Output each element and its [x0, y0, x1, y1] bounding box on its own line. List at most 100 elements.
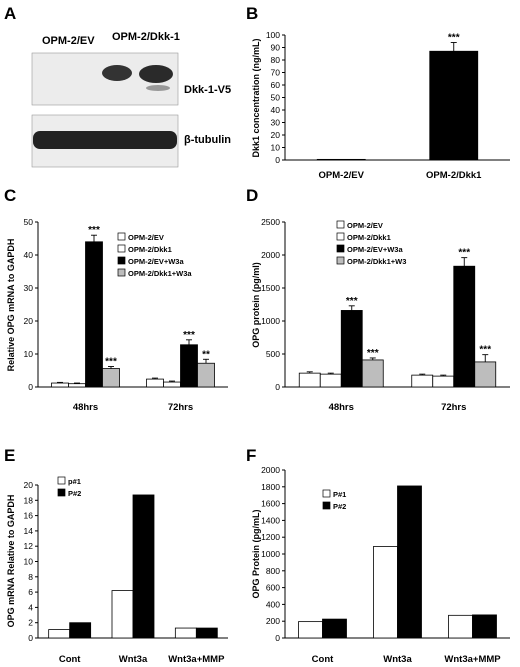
y-tick-label-b: 40 — [271, 105, 281, 115]
bar-f — [472, 614, 497, 639]
bar-f — [397, 485, 422, 639]
legend-swatch-c — [117, 256, 126, 265]
y-tick-label-f: 800 — [266, 566, 280, 576]
lane-label-dkk1: OPM-2/Dkk-1 — [112, 31, 180, 43]
bar-c — [51, 382, 69, 388]
legend-label-d: OPM-2/EV — [347, 221, 383, 230]
bar-e — [48, 629, 71, 639]
panel-label-b: B — [246, 4, 258, 23]
significance-label-c: ** — [202, 349, 210, 360]
panel-label-d: D — [246, 186, 258, 205]
y-axis-label-f: OPG Protein (pg/mL) — [251, 509, 261, 598]
significance-label-c: *** — [105, 357, 117, 368]
legend-label-c: OPM-2/EV+W3a — [128, 257, 184, 266]
y-tick-label-d: 500 — [266, 349, 280, 359]
panel-label-e: E — [4, 446, 15, 465]
legend-label-f: P#1 — [333, 490, 346, 499]
y-tick-label-b: 80 — [271, 55, 281, 65]
tubulin-band — [33, 131, 177, 149]
western-blot-panel: A OPM-2/EV OPM-2/Dkk-1 Dkk-1-V5 β-tubuli… — [4, 4, 231, 168]
legend-swatch-c — [117, 244, 126, 253]
bar-e — [69, 622, 92, 639]
y-tick-label-f: 1400 — [261, 515, 280, 525]
chart-panel-e: E 0 2 4 6 8 10 12 14 16 18 20 OPG mRNA Relative to G… — [4, 446, 228, 665]
legend-label-d: OPM-2/EV+W3a — [347, 245, 403, 254]
bar-c — [180, 344, 198, 388]
bar-e — [111, 590, 134, 639]
bar-f — [373, 546, 398, 639]
significance-label-c: *** — [88, 225, 100, 236]
legend-label-d: OPM-2/Dkk1+W3 — [347, 257, 406, 266]
bar-d — [474, 361, 497, 388]
category-label-e: Wnt3a+MMP — [168, 654, 225, 665]
y-tick-label-b: 20 — [271, 130, 281, 140]
bar-d — [361, 359, 384, 388]
y-tick-label-f: 1800 — [261, 482, 280, 492]
y-axis-label-c: Relative OPG mRNA to GAPDH — [6, 239, 16, 372]
y-axis-label-e: OPG mRNA Relative to GAPDH — [6, 495, 16, 628]
legend-label-e: p#1 — [68, 477, 81, 486]
y-tick-label-b: 90 — [271, 43, 281, 53]
legend-swatch-d — [336, 232, 345, 241]
bar-b — [429, 50, 479, 161]
dkk1-band-2 — [139, 65, 173, 83]
bar-c — [163, 381, 181, 388]
y-tick-label-b: 100 — [266, 30, 280, 40]
y-tick-label-b: 60 — [271, 80, 281, 90]
legend-swatch-f — [322, 489, 331, 498]
dkk1-band-1 — [102, 65, 132, 81]
bar-e — [132, 494, 155, 639]
y-tick-label-e: 4 — [28, 602, 33, 612]
y-tick-label-e: 18 — [24, 495, 34, 505]
legend-swatch-e — [57, 476, 66, 485]
legend-swatch-d — [336, 244, 345, 253]
y-tick-label-b: 50 — [271, 93, 281, 103]
y-tick-label-f: 2000 — [261, 465, 280, 475]
category-label-e: Cont — [59, 654, 81, 665]
legend-swatch-f — [322, 501, 331, 510]
bar-d — [453, 265, 476, 388]
y-tick-label-e: 8 — [28, 572, 33, 582]
y-tick-label-e: 10 — [24, 557, 34, 567]
lane-label-ev: OPM-2/EV — [42, 35, 95, 47]
bar-c — [197, 362, 215, 388]
bar-d — [432, 375, 455, 388]
y-tick-label-b: 70 — [271, 68, 281, 78]
bar-c — [102, 368, 120, 388]
bar-b — [316, 158, 366, 161]
bar-c — [85, 241, 103, 388]
legend-label-f: P#2 — [333, 502, 346, 511]
y-tick-label-f: 200 — [266, 616, 280, 626]
legend-swatch-c — [117, 232, 126, 241]
y-tick-label-d: 2000 — [261, 250, 280, 260]
category-label-d: 72hrs — [441, 402, 466, 413]
category-label-c: 48hrs — [73, 402, 98, 413]
bar-d — [411, 374, 434, 388]
category-label-f: Wnt3a+MMP — [444, 654, 501, 665]
significance-label-d: *** — [346, 296, 358, 307]
category-label-b: OPM-2/EV — [319, 170, 365, 181]
bar-f — [322, 618, 347, 639]
significance-label-d: *** — [458, 248, 470, 259]
y-tick-label-f: 400 — [266, 599, 280, 609]
y-tick-label-e: 6 — [28, 587, 33, 597]
y-tick-label-e: 12 — [24, 541, 34, 551]
legend-label-c: OPM-2/Dkk1+W3a — [128, 269, 192, 278]
y-tick-label-c: 10 — [24, 349, 34, 359]
dkk1-band-faint — [146, 85, 170, 91]
bar-c — [68, 383, 86, 388]
bar-e — [174, 627, 197, 639]
bar-c — [146, 378, 164, 388]
category-label-e: Wnt3a — [119, 654, 148, 665]
y-tick-label-c: 40 — [24, 250, 34, 260]
y-tick-label-e: 0 — [28, 633, 33, 643]
y-tick-label-d: 1000 — [261, 316, 280, 326]
panel-label-c: C — [4, 186, 16, 205]
chart-panel-d: D 0 500 1000 1500 2000 2500 OPG protein (pg/ml)… — [246, 186, 510, 413]
significance-label-b: *** — [448, 33, 460, 44]
y-tick-label-e: 16 — [24, 511, 34, 521]
legend-label-c: OPM-2/EV — [128, 233, 164, 242]
chart-panel-f: F 0 200 400 600 800 1000 1200 1400 1600 1800 2000 OP… — [246, 446, 510, 665]
legend-label-d: OPM-2/Dkk1 — [347, 233, 391, 242]
